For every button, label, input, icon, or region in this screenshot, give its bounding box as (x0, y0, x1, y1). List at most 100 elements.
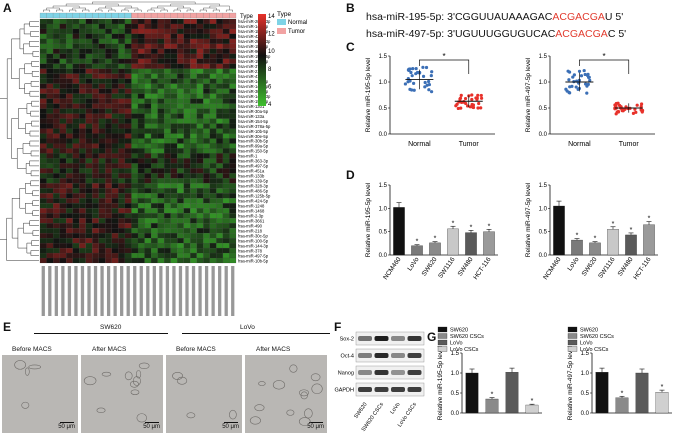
heatmap-cell (124, 257, 132, 264)
heatmap-cell (157, 103, 165, 109)
heatmap-cell (98, 78, 106, 84)
significance-star: * (648, 216, 651, 223)
heatmap-cell (59, 23, 67, 30)
heatmap-cell (111, 48, 119, 54)
column-label (120, 266, 124, 316)
heatmap-cell (164, 193, 171, 199)
heatmap-cell (229, 133, 237, 139)
column-label (139, 266, 143, 316)
heatmap-cell (98, 48, 106, 54)
bar (505, 372, 519, 414)
heatmap-cell (105, 93, 112, 99)
heatmap-cell (216, 193, 224, 199)
heatmap-cell (216, 33, 224, 39)
heatmap-cell (222, 198, 230, 204)
heatmap-cell (144, 53, 152, 59)
heatmap-cell (66, 53, 73, 59)
bar (411, 245, 423, 256)
y-tick-label: 1.5 (451, 351, 460, 357)
dendrogram-branch (25, 183, 33, 194)
heatmap-cell (209, 158, 217, 164)
heatmap-cell (209, 243, 217, 249)
heatmap-cell (79, 128, 86, 134)
heatmap-cell (124, 138, 132, 144)
legend-label: SW620 (580, 328, 598, 334)
data-point (565, 89, 569, 93)
data-point (634, 110, 638, 114)
heatmap-cell (131, 223, 139, 229)
dendrogram-branch (26, 103, 32, 114)
heatmap-cell (170, 123, 178, 129)
y-tick-label: 1.0 (539, 80, 548, 86)
blot-band (407, 353, 422, 358)
dendrogram-branch (31, 71, 39, 77)
heatmap-cell (144, 158, 152, 164)
type-cell (85, 12, 93, 19)
heatmap-cell (196, 113, 204, 119)
heatmap-cell (137, 133, 145, 139)
heatmap-cell (137, 228, 145, 234)
heatmap-cell (72, 23, 80, 30)
heatmap-cell (222, 128, 230, 134)
heatmap-cell (79, 138, 86, 144)
heatmap-cell (209, 33, 217, 39)
heatmap-cell (209, 228, 217, 234)
data-point (568, 85, 572, 89)
heatmap-cell (229, 33, 237, 39)
heatmap-cell (79, 108, 86, 114)
heatmap-cell (203, 173, 210, 179)
heatmap-cell (216, 78, 224, 84)
heatmap-cell (118, 138, 126, 144)
heatmap-cell (137, 58, 145, 64)
column-label (87, 266, 91, 316)
heatmap-cell (52, 243, 60, 249)
heatmap-cell (177, 113, 184, 119)
heatmap-cell (183, 198, 191, 204)
heatmap-cell (190, 252, 197, 259)
heatmap-cell (157, 163, 165, 169)
heatmap-cell (46, 168, 54, 174)
heatmap-cell (216, 123, 224, 129)
heatmap-cell (105, 63, 112, 69)
data-point (574, 85, 578, 89)
heatmap-cell (137, 168, 145, 174)
heatmap-cell (92, 118, 99, 124)
row-label: hsa-miR-200a-3p (238, 39, 271, 44)
column-label (159, 266, 163, 316)
heatmap-cell (118, 103, 126, 109)
row-label: hsa-miR-150-5p (238, 149, 269, 154)
heatmap-cell (111, 252, 119, 259)
heatmap-cell (124, 158, 132, 164)
heatmap-cell (111, 218, 119, 224)
heatmap-cell (118, 213, 126, 219)
heatmap-cell (105, 133, 112, 139)
y-tick-label: 0.5 (379, 106, 388, 112)
heatmap-cell (177, 93, 184, 99)
heatmap-cell (190, 133, 197, 139)
dendrogram-branch (56, 9, 64, 12)
heatmap-cell (177, 198, 184, 204)
type-cell (111, 12, 119, 19)
heatmap-cell (203, 143, 210, 149)
heatmap-cell (157, 108, 165, 114)
heatmap-cell (222, 243, 230, 249)
heatmap-cell (66, 247, 73, 254)
heatmap-cell (111, 238, 119, 244)
bar (589, 242, 601, 256)
heatmap-cell (52, 83, 60, 89)
heatmap-cell (105, 158, 112, 164)
heatmap-cell (216, 113, 224, 119)
heatmap-cell (79, 208, 86, 214)
heatmap-cell (79, 73, 86, 79)
heatmap-cell (150, 252, 158, 259)
heatmap-cell (52, 18, 60, 25)
heatmap-cell (203, 68, 210, 74)
row-label: hsa-miR-10b-5p (238, 129, 269, 134)
dendrogram-branch (108, 9, 116, 12)
heatmap-cell (124, 203, 132, 209)
heatmap-cell (170, 193, 178, 199)
heatmap-cell (39, 63, 47, 69)
heatmap-cell (59, 198, 67, 204)
heatmap-cell (46, 78, 54, 84)
